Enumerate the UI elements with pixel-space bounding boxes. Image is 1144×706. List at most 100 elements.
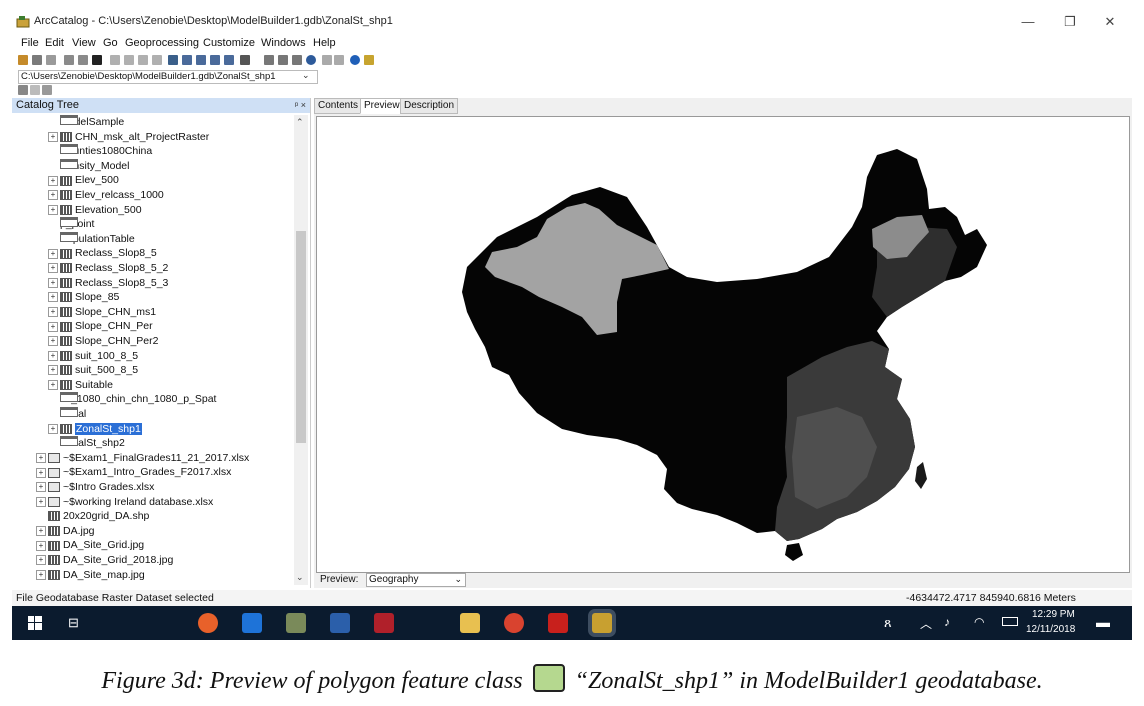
tree-item[interactable]: v5_1080_chin_chn_1080_p_Spat (48, 392, 216, 406)
word-icon[interactable] (330, 613, 350, 633)
expand-icon[interactable]: + (48, 263, 58, 274)
tree-item[interactable]: + Reclass_Slop8_5 (48, 246, 157, 260)
clock-time[interactable]: 12:29 PM (1032, 609, 1075, 620)
zoom-out-icon[interactable] (278, 55, 288, 65)
menu-edit[interactable]: Edit (45, 37, 64, 49)
scroll-up-icon[interactable]: ⌃ (296, 117, 304, 127)
expand-icon[interactable]: + (36, 526, 46, 537)
tree-item[interactable]: Zonal (48, 407, 86, 421)
search-window-icon[interactable] (196, 55, 206, 65)
expand-icon[interactable]: + (48, 175, 58, 186)
chevron-up-icon[interactable]: ︿ (920, 617, 933, 631)
expand-icon[interactable]: + (36, 569, 46, 580)
tree-item[interactable]: + ~$Exam1_FinalGrades11_21_2017.xlsx (36, 451, 249, 465)
chevron-down-icon[interactable]: ⌄ (302, 70, 310, 80)
back-icon[interactable] (322, 55, 332, 65)
file-explorer-icon[interactable] (460, 613, 480, 633)
new-icon[interactable] (42, 85, 52, 95)
acrobat-icon[interactable] (548, 613, 568, 633)
menu-windows[interactable]: Windows (261, 37, 306, 49)
firefox-icon[interactable] (198, 613, 218, 633)
tree-item[interactable]: + ~$working Ireland database.xlsx (36, 495, 213, 509)
catalog-tree-icon[interactable] (182, 55, 192, 65)
thumbnails-icon[interactable] (152, 55, 162, 65)
tree-item[interactable]: + DA_Site_Grid.jpg (36, 538, 144, 552)
menu-geoprocessing[interactable]: Geoprocessing (125, 37, 199, 49)
tree-item[interactable]: + ~$Exam1_Intro_Grades_F2017.xlsx (36, 465, 231, 479)
zoom-in-icon[interactable] (264, 55, 274, 65)
wifi-icon[interactable]: ◠ (974, 615, 985, 629)
tree-scrollbar[interactable]: ⌃ ⌄ (294, 115, 308, 585)
expand-icon[interactable]: + (48, 350, 58, 361)
arccatalog-taskbar-icon[interactable] (592, 613, 612, 633)
notifications-icon[interactable]: ▬ (1096, 614, 1110, 630)
expand-icon[interactable]: + (48, 292, 58, 303)
scroll-thumb[interactable] (296, 231, 306, 443)
disconnect-folder-icon[interactable] (46, 55, 56, 65)
launch-arcmap-icon[interactable] (168, 55, 178, 65)
volume-icon[interactable]: ♪ (944, 615, 950, 629)
start-icon[interactable] (28, 616, 42, 630)
restore-button[interactable]: ❐ (1064, 14, 1076, 29)
tree-item[interactable]: p_point (48, 217, 94, 231)
paste-icon[interactable] (78, 55, 88, 65)
tree-item[interactable]: + Slope_CHN_Per (48, 319, 153, 333)
copy-icon[interactable] (64, 55, 74, 65)
expand-icon[interactable]: + (36, 496, 46, 507)
details-icon[interactable] (138, 55, 148, 65)
globe-icon[interactable] (350, 55, 360, 65)
close-button[interactable]: ✕ (1104, 14, 1116, 29)
expand-icon[interactable]: + (48, 248, 58, 259)
battery-icon[interactable] (1002, 617, 1018, 626)
tree-item[interactable]: + Slope_CHN_Per2 (48, 334, 158, 348)
connect-folder-icon[interactable] (32, 55, 42, 65)
task-view-icon[interactable]: ⊟ (68, 615, 79, 630)
expand-icon[interactable]: + (48, 277, 58, 288)
expand-icon[interactable]: + (36, 482, 46, 493)
chevron-down-icon[interactable]: ⌄ (454, 574, 462, 584)
scroll-down-icon[interactable]: ⌄ (296, 572, 304, 582)
tree-item[interactable]: + Slope_85 (48, 290, 119, 304)
app-icon[interactable] (286, 613, 306, 633)
tree-item[interactable]: 20x20grid_DA.shp (36, 509, 149, 523)
search-icon[interactable] (30, 85, 40, 95)
menu-help[interactable]: Help (313, 37, 336, 49)
arctoolbox-icon[interactable] (210, 55, 220, 65)
chrome-icon[interactable] (504, 613, 524, 633)
expand-icon[interactable]: + (48, 204, 58, 215)
expand-icon[interactable]: + (48, 131, 58, 142)
tree-item[interactable]: + Elev_500 (48, 173, 119, 187)
pane-controls[interactable]: ᵖ × (294, 100, 306, 110)
tree-item[interactable]: + Reclass_Slop8_5_2 (48, 261, 168, 275)
tree-item[interactable]: + DA_Site_map.jpg (36, 568, 145, 582)
expand-icon[interactable]: + (48, 307, 58, 318)
mendeley-icon[interactable] (374, 613, 394, 633)
tab-contents[interactable]: Contents (314, 98, 363, 114)
preview-area[interactable] (316, 116, 1130, 573)
modelbuilder-icon[interactable] (240, 55, 250, 65)
tree-item[interactable]: Density_Model (48, 158, 129, 173)
expand-icon[interactable]: + (48, 423, 58, 434)
menu-file[interactable]: File (21, 37, 39, 49)
people-icon[interactable]: ጸ (884, 615, 892, 630)
delete-icon[interactable] (92, 55, 102, 65)
expand-icon[interactable]: + (48, 365, 58, 376)
tree-item[interactable]: Counties1080China (48, 144, 152, 158)
pan-icon[interactable] (292, 55, 302, 65)
menu-view[interactable]: View (72, 37, 96, 49)
expand-icon[interactable]: + (48, 380, 58, 391)
expand-icon[interactable]: + (36, 555, 46, 566)
expand-icon[interactable]: + (36, 453, 46, 464)
tree-item[interactable]: ZonalSt_shp2 (48, 436, 125, 450)
expand-icon[interactable]: + (48, 190, 58, 201)
preview-type-select[interactable]: Geography ⌄ (366, 573, 466, 587)
tab-preview[interactable]: Preview (360, 98, 404, 114)
tree-item[interactable]: + Reclass_Slop8_5_3 (48, 276, 168, 290)
tree-item[interactable]: + ZonalSt_shp1 (48, 422, 142, 436)
tree-item[interactable]: + Elevation_500 (48, 203, 142, 217)
full-extent-icon[interactable] (306, 55, 316, 65)
expand-icon[interactable]: + (48, 336, 58, 347)
tree-item[interactable]: ModelSample (48, 115, 124, 129)
metadata-icon[interactable] (364, 55, 374, 65)
menu-go[interactable]: Go (103, 37, 118, 49)
